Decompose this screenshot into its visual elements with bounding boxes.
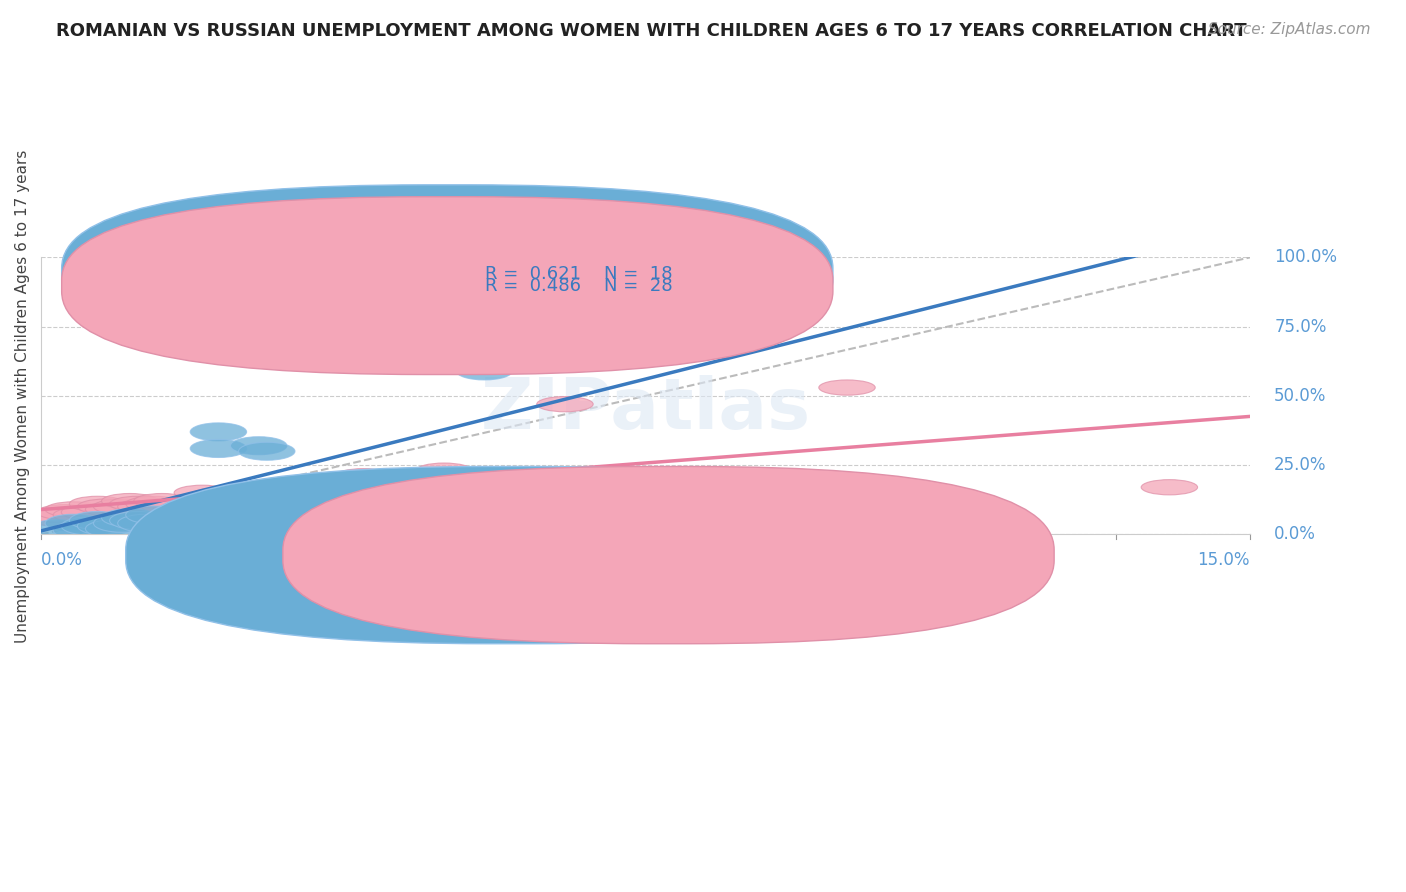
Ellipse shape [239, 442, 295, 460]
Text: Russians: Russians [703, 546, 770, 561]
Ellipse shape [45, 515, 101, 533]
Ellipse shape [86, 520, 142, 538]
Ellipse shape [254, 483, 311, 498]
Ellipse shape [101, 508, 157, 526]
Ellipse shape [77, 517, 134, 535]
Ellipse shape [335, 468, 392, 483]
Ellipse shape [110, 496, 166, 511]
Text: 0.0%: 0.0% [1274, 525, 1316, 543]
Ellipse shape [818, 380, 875, 395]
Ellipse shape [110, 511, 166, 530]
Ellipse shape [62, 505, 118, 520]
Ellipse shape [101, 493, 157, 508]
Ellipse shape [231, 437, 287, 455]
Ellipse shape [53, 521, 110, 539]
Ellipse shape [118, 499, 174, 515]
Text: 25.0%: 25.0% [1274, 456, 1327, 475]
Ellipse shape [1142, 480, 1198, 495]
Text: 0.0%: 0.0% [41, 551, 83, 569]
Ellipse shape [93, 499, 150, 515]
FancyBboxPatch shape [62, 197, 832, 375]
FancyBboxPatch shape [283, 467, 1054, 644]
Text: 50.0%: 50.0% [1274, 387, 1326, 405]
Ellipse shape [69, 496, 125, 511]
FancyBboxPatch shape [125, 467, 897, 644]
Ellipse shape [125, 496, 183, 511]
Text: Romanians: Romanians [547, 546, 631, 561]
Text: R =  0.486    N =  28: R = 0.486 N = 28 [485, 277, 672, 294]
Text: 100.0%: 100.0% [1274, 248, 1337, 267]
Ellipse shape [190, 488, 246, 503]
Ellipse shape [86, 502, 142, 517]
Y-axis label: Unemployment Among Women with Children Ages 6 to 17 years: Unemployment Among Women with Children A… [15, 149, 30, 642]
Text: 75.0%: 75.0% [1274, 318, 1326, 335]
Ellipse shape [190, 440, 246, 458]
Ellipse shape [456, 362, 513, 380]
Text: R =  0.621    N =  18: R = 0.621 N = 18 [485, 265, 672, 283]
Ellipse shape [537, 397, 593, 412]
Ellipse shape [69, 511, 125, 530]
Ellipse shape [537, 467, 593, 485]
Ellipse shape [93, 515, 150, 533]
Text: ROMANIAN VS RUSSIAN UNEMPLOYMENT AMONG WOMEN WITH CHILDREN AGES 6 TO 17 YEARS CO: ROMANIAN VS RUSSIAN UNEMPLOYMENT AMONG W… [56, 22, 1247, 40]
Ellipse shape [118, 515, 174, 533]
Ellipse shape [21, 510, 77, 525]
FancyBboxPatch shape [62, 185, 832, 363]
Text: Source: ZipAtlas.com: Source: ZipAtlas.com [1208, 22, 1371, 37]
Ellipse shape [190, 423, 246, 441]
Ellipse shape [37, 505, 93, 520]
Ellipse shape [496, 468, 553, 483]
Text: 15.0%: 15.0% [1198, 551, 1250, 569]
Ellipse shape [375, 480, 432, 495]
Ellipse shape [142, 499, 198, 515]
Ellipse shape [30, 508, 86, 523]
Text: ZIPatlas: ZIPatlas [481, 376, 811, 444]
Ellipse shape [30, 520, 86, 538]
Ellipse shape [174, 485, 231, 500]
Ellipse shape [77, 499, 134, 515]
Ellipse shape [658, 468, 714, 483]
Ellipse shape [53, 508, 110, 523]
Ellipse shape [125, 506, 183, 524]
FancyBboxPatch shape [404, 261, 779, 296]
Ellipse shape [295, 475, 352, 490]
Ellipse shape [45, 502, 101, 517]
Ellipse shape [416, 463, 472, 478]
Ellipse shape [62, 517, 118, 535]
Ellipse shape [134, 493, 190, 508]
